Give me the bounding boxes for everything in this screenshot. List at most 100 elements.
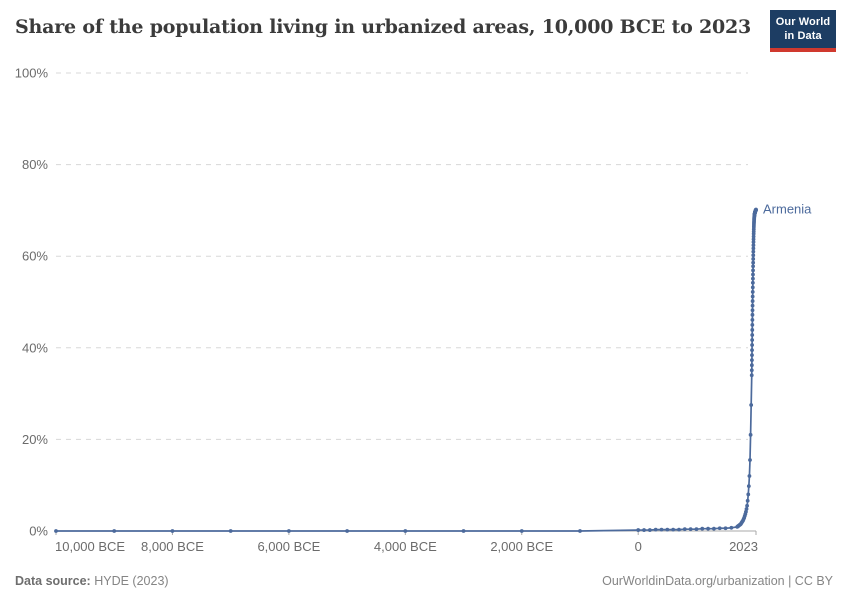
data-point[interactable] (750, 290, 755, 294)
data-point[interactable] (519, 529, 524, 533)
data-point[interactable] (750, 308, 755, 313)
y-tick-label: 40% (22, 340, 48, 355)
x-tick-label: 8,000 BCE (141, 539, 204, 554)
data-point[interactable] (745, 498, 750, 503)
y-tick-label: 100% (15, 66, 49, 81)
series-armenia[interactable]: Armenia (54, 201, 812, 533)
data-point[interactable] (578, 529, 582, 533)
data-point[interactable] (286, 529, 291, 533)
data-point[interactable] (751, 276, 755, 281)
data-source: Data source: HYDE (2023) (15, 574, 169, 588)
y-gridlines (56, 72, 748, 440)
data-point[interactable] (750, 312, 755, 317)
data-point[interactable] (751, 260, 756, 265)
owid-logo-text-line1: Our World (775, 16, 831, 28)
data-point[interactable] (54, 529, 58, 533)
data-point[interactable] (659, 527, 664, 532)
data-point[interactable] (751, 264, 755, 269)
data-point[interactable] (642, 528, 646, 532)
data-point[interactable] (750, 328, 755, 332)
data-point[interactable] (682, 527, 687, 532)
data-point[interactable] (112, 529, 117, 533)
data-point[interactable] (647, 528, 652, 532)
x-axis: 10,000 BCE 8,000 BCE 6,000 BCE 4,000 BCE 2,0… (55, 530, 758, 554)
attribution-link[interactable]: OurWorldinData.org/urbanization | CC BY (602, 574, 833, 588)
data-point[interactable] (749, 373, 754, 378)
data-point[interactable] (749, 363, 754, 368)
data-point[interactable] (751, 234, 756, 239)
data-point[interactable] (461, 529, 466, 533)
data-point[interactable] (750, 317, 755, 322)
data-point[interactable] (700, 526, 705, 531)
data-point[interactable] (750, 348, 754, 352)
data-point[interactable] (717, 526, 722, 531)
y-tick-label: 20% (22, 432, 48, 447)
data-point[interactable] (723, 526, 728, 531)
data-point[interactable] (712, 526, 716, 531)
data-point[interactable] (653, 527, 658, 532)
data-point[interactable] (746, 492, 751, 497)
x-tick-label: 0 (635, 539, 642, 554)
data-point[interactable] (751, 246, 756, 251)
data-point[interactable] (750, 299, 755, 303)
owid-logo[interactable]: Our World in Data (770, 10, 836, 52)
y-tick-label: 80% (22, 157, 48, 172)
data-point[interactable] (745, 503, 749, 508)
data-point[interactable] (750, 333, 755, 337)
data-point[interactable] (754, 207, 758, 212)
data-point[interactable] (744, 507, 749, 511)
x-tick-label: 2,000 BCE (490, 539, 553, 554)
chart-footer: Data source: HYDE (2023) OurWorldinData.… (0, 574, 850, 588)
data-point[interactable] (403, 529, 408, 533)
data-point[interactable] (751, 240, 756, 244)
data-point[interactable] (750, 294, 755, 299)
data-point[interactable] (751, 268, 755, 273)
x-tick-label: 6,000 BCE (257, 539, 320, 554)
data-point[interactable] (751, 237, 756, 242)
data-point[interactable] (170, 529, 175, 533)
data-point[interactable] (228, 529, 233, 533)
data-point[interactable] (751, 272, 755, 277)
data-source-label: Data source: (15, 574, 91, 588)
data-point[interactable] (751, 257, 756, 261)
data-point[interactable] (749, 368, 754, 373)
data-point[interactable] (750, 303, 755, 308)
y-tick-label: 0% (29, 524, 48, 539)
data-point[interactable] (688, 527, 693, 532)
owid-logo-text-line2: in Data (784, 30, 822, 43)
data-point[interactable] (750, 353, 754, 358)
data-point[interactable] (665, 527, 670, 532)
data-point[interactable] (751, 253, 756, 258)
data-point[interactable] (751, 249, 756, 254)
data-point[interactable] (749, 403, 754, 407)
data-point[interactable] (747, 474, 752, 478)
data-point[interactable] (677, 527, 681, 532)
data-point[interactable] (694, 527, 699, 532)
data-point[interactable] (751, 243, 756, 248)
data-point[interactable] (746, 484, 751, 489)
x-tick-label: 4,000 BCE (374, 539, 437, 554)
entity-label[interactable]: Armenia (763, 201, 812, 216)
data-point[interactable] (729, 525, 734, 530)
data-point[interactable] (750, 343, 754, 347)
x-tick-label: 10,000 BCE (55, 539, 125, 554)
data-point[interactable] (706, 526, 710, 531)
page-title: Share of the population living in urbani… (15, 16, 752, 38)
data-point[interactable] (636, 528, 641, 532)
data-point[interactable] (748, 432, 753, 437)
series-line[interactable] (55, 208, 757, 532)
data-point[interactable] (750, 285, 755, 290)
data-point[interactable] (671, 527, 676, 532)
data-point[interactable] (750, 323, 755, 327)
y-axis-labels: 0% 20% 40% 60% 80% 100% (15, 66, 49, 539)
data-source-value: HYDE (2023) (94, 574, 169, 588)
data-point[interactable] (750, 358, 754, 363)
data-point[interactable] (345, 529, 350, 533)
data-point[interactable] (750, 280, 755, 285)
data-point[interactable] (750, 338, 755, 342)
x-tick-label: 2023 (729, 539, 758, 554)
y-tick-label: 60% (22, 249, 48, 264)
data-point[interactable] (748, 458, 752, 462)
